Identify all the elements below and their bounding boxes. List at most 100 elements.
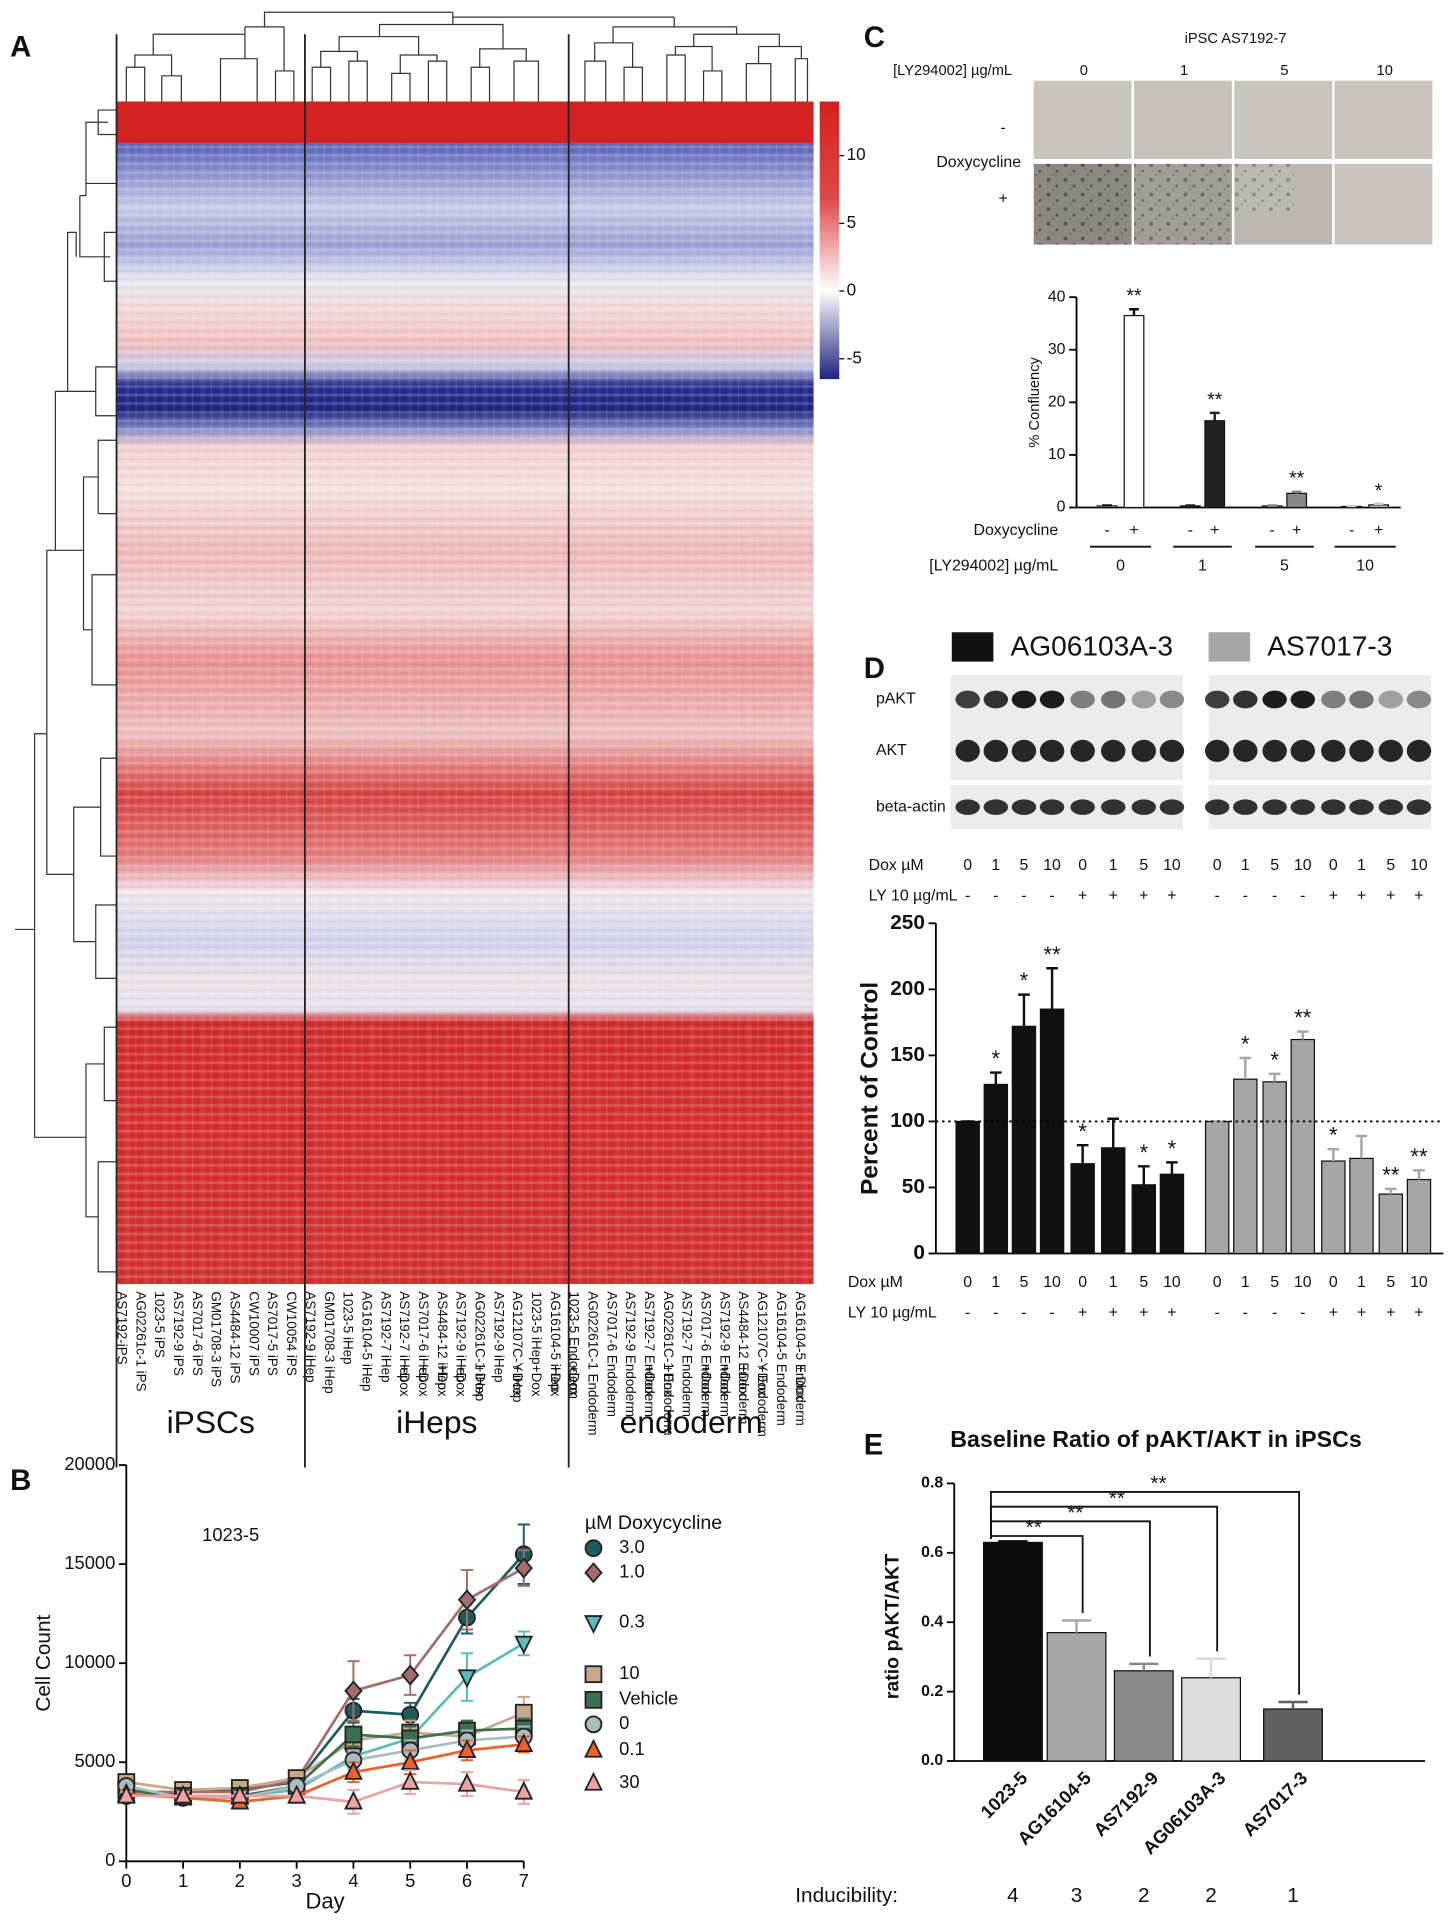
bar [1406, 1178, 1432, 1255]
blot-band [1011, 690, 1037, 709]
dox-row-label: Doxycycline [973, 522, 1058, 539]
bar [1011, 1025, 1037, 1255]
error-bar [1346, 504, 1357, 508]
blot-band [1204, 799, 1230, 815]
legend-marker [584, 1539, 603, 1558]
column-label: AS7192-7 iHep [397, 1291, 412, 1382]
column-label: AS7192-9 Endoderm [717, 1291, 732, 1416]
blot-band [1262, 799, 1287, 815]
ly-value: - [1021, 1305, 1026, 1322]
dox-value: 1 [991, 857, 1000, 874]
dox-value: 0 [1213, 1274, 1222, 1291]
blot-band [1131, 739, 1157, 762]
significance-label: * [1241, 1032, 1250, 1057]
group-value: 10 [1356, 557, 1374, 574]
ly-value: + [1109, 1305, 1118, 1322]
point [230, 1784, 250, 1804]
column-label: AS7192-7 Endoderm [680, 1291, 695, 1416]
blot-band [1290, 690, 1316, 709]
error-bar [1137, 1165, 1150, 1185]
left-dendrogram [15, 109, 117, 1273]
y-tick-label: 250 [890, 911, 925, 934]
error-bar [1107, 1117, 1120, 1148]
y-tick-label: 0.4 [921, 1613, 943, 1630]
dox-value: 0 [1329, 1274, 1338, 1291]
legend-marker [584, 1691, 603, 1709]
blot-band [1039, 799, 1065, 815]
bar [1113, 1670, 1174, 1762]
bar [955, 1120, 980, 1255]
bar [1123, 314, 1145, 509]
column-label: AG02261C-1 iHep [472, 1291, 487, 1401]
dox-value: + [1210, 522, 1219, 539]
blot-band [1321, 690, 1346, 709]
blot-band [983, 690, 1009, 709]
y-tick-label: 200 [890, 977, 925, 1000]
significance-label: ** [1126, 285, 1142, 307]
dox-value: + [1129, 522, 1138, 539]
dox-label: +Dox [529, 1365, 544, 1397]
point [457, 1669, 477, 1689]
dox-value: 10 [1163, 857, 1181, 874]
blot-band [1233, 739, 1258, 762]
legend-marker [584, 1771, 603, 1791]
ly-value: + [1109, 888, 1118, 905]
legend-marker [584, 1715, 603, 1734]
legend-label: AS7017-3 [1267, 631, 1392, 662]
point [344, 1725, 363, 1744]
bar [1263, 1708, 1323, 1762]
blot-band [1131, 799, 1157, 815]
group-row-label: [LY294002] µg/mL [929, 557, 1058, 574]
panel-letter: E [864, 1428, 884, 1461]
blot-band [1070, 799, 1095, 815]
blot-band [1070, 739, 1095, 762]
ly-value: + [1357, 1305, 1366, 1322]
legend-title: µM Doxycycline [585, 1512, 722, 1534]
error-bar [1413, 1169, 1425, 1180]
ly-value: + [1139, 888, 1148, 905]
dox-value: 10 [1294, 1274, 1312, 1291]
dox-label: +Dox [642, 1365, 657, 1397]
point [287, 1784, 307, 1804]
point [514, 1557, 533, 1579]
blot-band [1159, 799, 1185, 815]
dox-label: +Dox [454, 1365, 469, 1397]
dox-value: + [1292, 522, 1301, 539]
image-title: iPSC AS7192-7 [1185, 31, 1287, 47]
bar [1131, 1184, 1157, 1255]
error-bar [1185, 504, 1196, 507]
blot-band [1233, 799, 1258, 815]
legend-swatch [1208, 632, 1251, 662]
error-bar [1046, 966, 1058, 1010]
significance-label: ** [1044, 942, 1062, 967]
blot-band [1204, 739, 1230, 762]
column-label: AS4484-12 Endoderm [736, 1291, 751, 1424]
x-tick-label: 7 [519, 1870, 529, 1891]
significance-label: * [1078, 1119, 1087, 1144]
x-tick-label: 1023-5 [976, 1767, 1031, 1822]
error-bar [1239, 1056, 1252, 1080]
image-column-value: 5 [1280, 63, 1288, 79]
point [457, 1772, 477, 1792]
error-bar [1296, 1030, 1309, 1040]
blot-row-label: pAKT [876, 691, 916, 708]
legend-marker [584, 1665, 603, 1684]
legend-label: 30 [619, 1771, 639, 1792]
column-label: AS7017-6 iHep [416, 1291, 431, 1382]
ly-value: - [1049, 1305, 1054, 1322]
image-row-value: - [1001, 120, 1006, 137]
significance-label: * [1020, 968, 1029, 993]
blot-band [1039, 690, 1065, 709]
dox-value: 5 [1270, 1274, 1279, 1291]
bar [1290, 1038, 1316, 1255]
ly-value: + [1386, 1305, 1395, 1322]
legend-marker [584, 1738, 603, 1758]
point [116, 1784, 136, 1804]
x-tick-label: 5 [405, 1870, 415, 1891]
ly-value: - [993, 1305, 998, 1322]
legend-label: 0.1 [619, 1738, 644, 1759]
dox-label: +Dox [736, 1365, 751, 1397]
blot-band [1378, 799, 1404, 815]
column-label: AG02261C-1 Endoderm [586, 1291, 601, 1435]
y-tick-label: 30 [1048, 341, 1066, 358]
